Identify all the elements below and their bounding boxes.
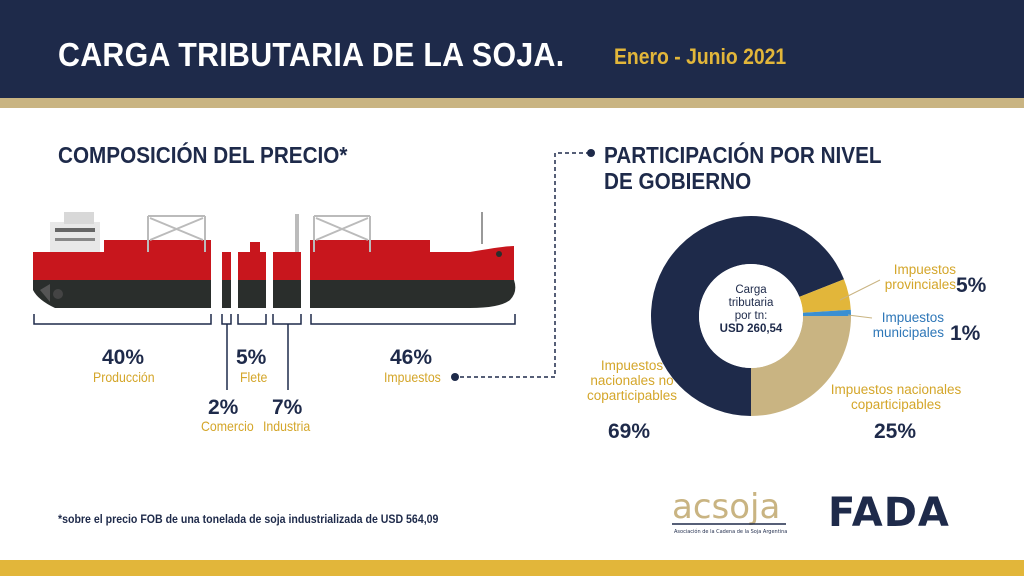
footnote: *sobre el precio FOB de una tonelada de … — [58, 514, 439, 526]
label-produccion: Producción — [93, 369, 155, 385]
pct-flete: 5% — [236, 346, 267, 369]
label-nac-cop-2: coparticipables — [850, 397, 942, 412]
label-comercio: Comercio — [201, 418, 254, 434]
ship-segment-industria — [273, 214, 301, 308]
fada-logo-text: FADA — [828, 490, 950, 536]
pct-provinciales: 5% — [956, 274, 987, 297]
label-nac-no-cop-3: coparticipables — [586, 388, 678, 403]
pct-nac-no-cop: 69% — [608, 420, 651, 443]
center-line2: tributaria — [728, 297, 774, 309]
label-provinciales: Impuestos provinciales — [872, 262, 956, 292]
label-nac-no-cop: Impuestos nacionales no coparticipables — [582, 358, 682, 403]
label-impuestos: Impuestos — [384, 369, 441, 385]
bracket-comercio — [221, 314, 232, 325]
center-line3: por tn: — [734, 310, 768, 322]
label-nac-cop: Impuestos nacionales coparticipables — [826, 382, 966, 412]
slice-nac-no-cop — [651, 215, 844, 416]
composition-title: COMPOSICIÓN DEL PRECIO* — [58, 142, 348, 168]
label-nac-cop-1: Impuestos nacionales — [830, 382, 962, 397]
label-mun-1: Impuestos — [881, 310, 944, 325]
acsoja-logo-subtitle: Asociación de la Cadena de la Soja Argen… — [674, 528, 787, 535]
label-municipales: Impuestos municipales — [864, 310, 944, 340]
label-industria: Industria — [263, 418, 311, 434]
donut-chart — [651, 215, 851, 416]
page-title: CARGA TRIBUTARIA DE LA SOJA. — [58, 36, 565, 73]
label-prov-1: Impuestos — [893, 262, 956, 277]
page-subtitle: Enero - Junio 2021 — [614, 44, 787, 69]
label-nac-no-cop-1: Impuestos — [600, 358, 664, 373]
participation-title-line2: DE GOBIERNO — [604, 168, 752, 194]
bracket-produccion — [33, 314, 212, 325]
center-value: USD 260,54 — [719, 323, 783, 335]
leader-municipales — [847, 314, 873, 319]
ship-illustration — [33, 212, 516, 308]
bracket-industria — [272, 314, 302, 325]
participation-title-line1: PARTICIPACIÓN POR NIVEL — [604, 142, 882, 168]
donut-leaders — [839, 279, 881, 319]
label-nac-no-cop-2: nacionales no — [590, 373, 674, 388]
composition-brackets — [33, 314, 516, 390]
pct-municipales: 1% — [950, 322, 981, 345]
donut-center-text: Carga tributaria por tn: USD 260,54 — [706, 284, 796, 336]
pct-comercio: 2% — [208, 396, 239, 419]
pct-industria: 7% — [272, 396, 303, 419]
bracket-flete — [237, 314, 267, 325]
ship-segment-produccion — [33, 212, 211, 308]
slice-nac-cop — [751, 316, 851, 416]
ship-segment-comercio — [222, 252, 231, 308]
acsoja-logo-text: acsoja — [672, 487, 780, 527]
ship-segment-impuestos — [310, 212, 516, 308]
pct-impuestos: 46% — [390, 346, 433, 369]
pct-nac-cop: 25% — [874, 420, 917, 443]
ship-segment-flete — [238, 242, 266, 308]
acsoja-logo: acsoja Asociación de la Cadena de la Soj… — [670, 482, 790, 538]
slice-provinciales — [799, 279, 851, 313]
header-stripe — [0, 98, 1024, 108]
footer-stripe — [0, 560, 1024, 576]
label-mun-2: municipales — [872, 325, 944, 340]
header-bar — [0, 0, 1024, 98]
leader-provinciales — [839, 279, 881, 301]
donut-hole — [699, 264, 803, 368]
label-prov-2: provinciales — [884, 277, 956, 292]
slice-municipales — [802, 309, 851, 316]
dashed-connector — [451, 149, 595, 381]
label-flete: Flete — [240, 369, 268, 385]
pct-produccion: 40% — [102, 346, 145, 369]
fada-logo: FADA — [828, 490, 950, 536]
bracket-impuestos — [310, 314, 516, 325]
center-line1: Carga — [735, 284, 767, 296]
